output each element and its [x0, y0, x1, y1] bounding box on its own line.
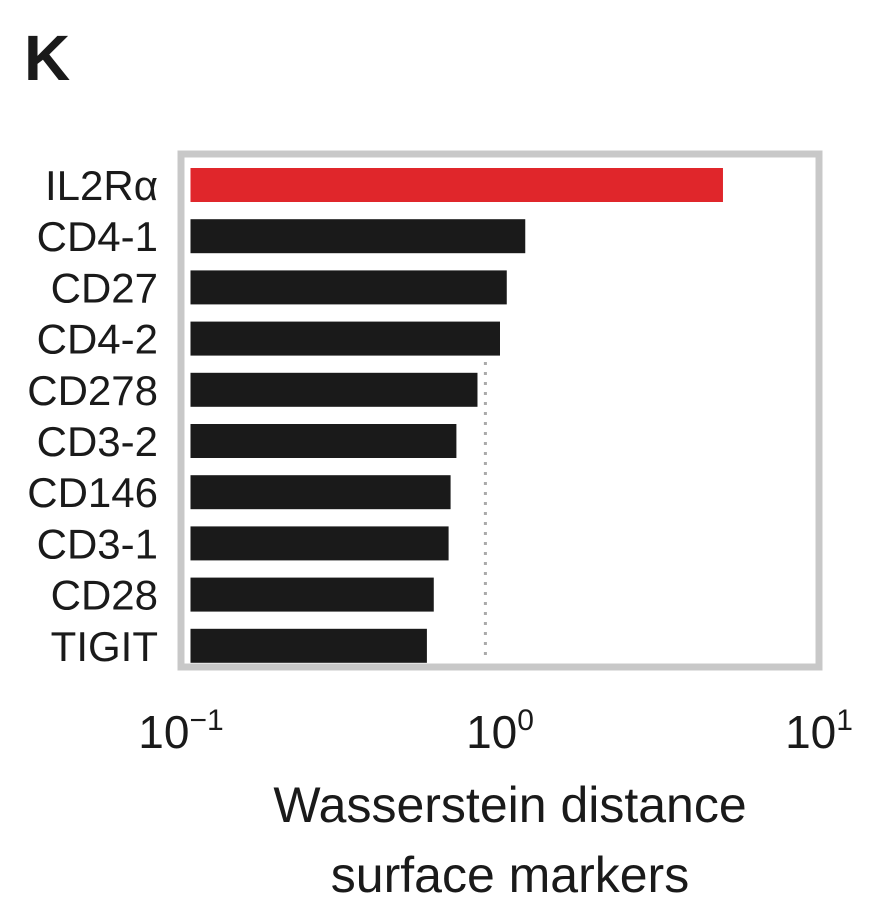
x-axis-label: surface markers	[331, 847, 689, 903]
category-label: CD3-2	[37, 418, 158, 465]
bar	[190, 577, 434, 612]
bar	[190, 628, 427, 663]
category-label: CD4-2	[37, 316, 158, 363]
panel-label: K	[24, 22, 70, 94]
category-label: CD278	[27, 367, 158, 414]
bar	[190, 168, 723, 202]
category-label: IL2Rα	[45, 162, 158, 209]
category-label: CD146	[27, 469, 158, 516]
category-label: CD3-1	[37, 520, 158, 567]
bar	[190, 270, 507, 305]
x-axis-label: Wasserstein distance	[273, 777, 746, 833]
x-tick-label: 100	[466, 704, 534, 758]
x-tick-label: 10−1	[138, 704, 223, 758]
category-label: CD4-1	[37, 213, 158, 260]
x-tick-label: 101	[785, 704, 853, 758]
category-label: CD27	[51, 264, 158, 311]
bar	[190, 526, 449, 561]
bar	[190, 372, 478, 407]
bar	[190, 321, 500, 356]
category-label: TIGIT	[51, 623, 158, 670]
bar	[190, 219, 526, 254]
bar	[190, 424, 457, 458]
plot-frame	[177, 150, 823, 671]
bar	[190, 475, 451, 510]
category-label: CD28	[51, 572, 158, 619]
